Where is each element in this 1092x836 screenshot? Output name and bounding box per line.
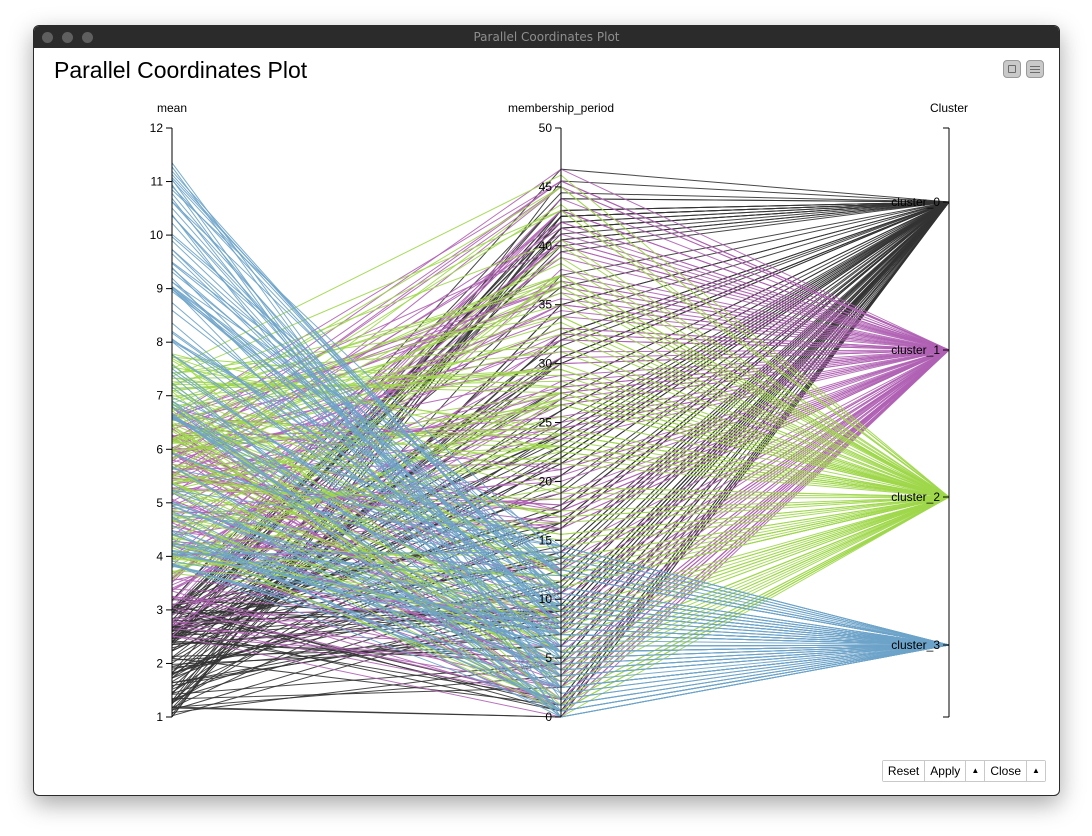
window-title: Parallel Coordinates Plot (473, 30, 620, 44)
minimize-window-icon[interactable] (62, 32, 73, 43)
zoom-window-icon[interactable] (82, 32, 93, 43)
tick-label: 1 (156, 710, 163, 724)
axis-title: mean (157, 101, 187, 115)
axis-title: Cluster (930, 101, 968, 115)
tick-label: 35 (539, 298, 553, 312)
hamburger-menu-icon-bar (1030, 69, 1040, 70)
tick-label: 12 (150, 121, 164, 135)
tick-label: 7 (156, 389, 163, 403)
axis-membership_period: membership_period 0 5 10 15 20 25 30 35 40 45 50 (508, 101, 614, 724)
tick-label: 6 (156, 442, 163, 456)
tick-label: 20 (539, 474, 553, 488)
tick-label: 45 (539, 180, 553, 194)
tick-label: 15 (539, 533, 553, 547)
tick-label: 8 (156, 335, 163, 349)
tick-label: 30 (539, 357, 553, 371)
category-label: cluster_2 (891, 490, 940, 504)
tick-label: 5 (156, 496, 163, 510)
menu-button[interactable] (1026, 60, 1044, 78)
tick-label: 3 (156, 603, 163, 617)
apply-button[interactable]: Apply (925, 761, 967, 781)
reset-button[interactable]: Reset (882, 761, 926, 781)
hamburger-menu-icon-bar (1030, 72, 1040, 73)
tick-label: 5 (545, 651, 552, 665)
tick-label: 50 (539, 121, 553, 135)
category-label: cluster_1 (891, 343, 940, 357)
tick-label: 11 (151, 175, 164, 189)
tick-label: 4 (156, 549, 163, 563)
tick-label: 0 (545, 710, 552, 724)
tick-label: 9 (156, 282, 163, 296)
app-window: Parallel Coordinates Plot Parallel Coord… (33, 25, 1060, 796)
close-window-icon[interactable] (42, 32, 53, 43)
axis-Cluster: Cluster cluster_0 cluster_1 cluster_2cluste… (891, 101, 968, 718)
category-label: cluster_3 (891, 638, 940, 652)
tick-label: 2 (156, 656, 163, 670)
tick-label: 10 (150, 228, 164, 242)
close-button[interactable]: Close (985, 761, 1027, 781)
page-title: Parallel Coordinates Plot (54, 57, 308, 83)
collapse-button[interactable] (1003, 60, 1021, 78)
hamburger-menu-icon (1030, 66, 1040, 67)
tick-label: 10 (539, 592, 553, 606)
parallel-coordinates-chart: mean123456789101112membership_period0510… (150, 101, 968, 724)
axes: mean123456789101112membership_period0510… (150, 101, 968, 724)
close-menu-icon[interactable]: ▲ (1027, 761, 1045, 781)
axis-title: membership_period (508, 101, 614, 115)
collapse-icon (1008, 65, 1016, 73)
footer-button-group: Reset Apply ▲ Close ▲ (881, 760, 1046, 782)
title-bar: Parallel Coordinates Plot (34, 26, 1059, 48)
tick-label: 40 (539, 239, 553, 253)
apply-menu-icon[interactable]: ▲ (966, 761, 986, 781)
tick-label: 25 (539, 416, 553, 430)
category-label: cluster_0 (891, 195, 940, 209)
